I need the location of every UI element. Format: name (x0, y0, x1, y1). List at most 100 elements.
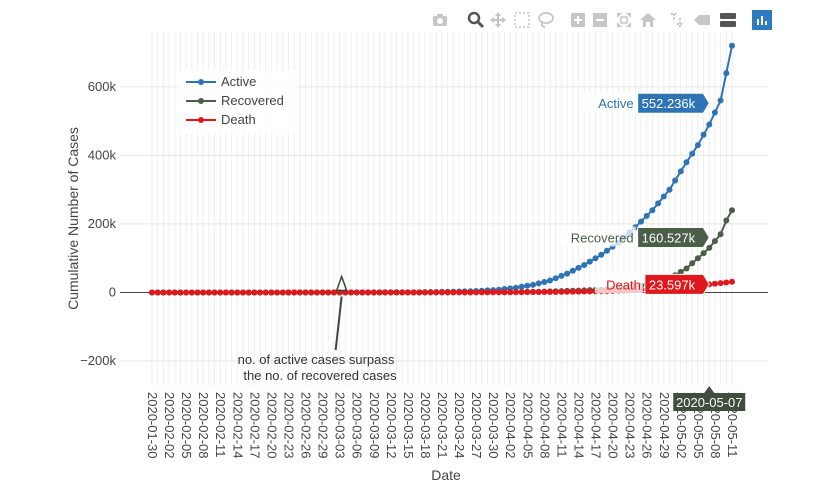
data-point (262, 289, 269, 296)
legend-marker (198, 79, 204, 85)
hover-label-active: 552.236k Active (580, 92, 710, 114)
data-point (677, 268, 684, 275)
data-point (689, 260, 696, 267)
data-point (331, 289, 337, 296)
legend-item-active[interactable]: Active (186, 74, 256, 89)
data-point (717, 280, 724, 287)
hover-name-bg (580, 92, 636, 113)
data-point (171, 289, 178, 296)
data-point (257, 289, 263, 296)
data-point (564, 270, 571, 277)
data-point (450, 289, 457, 296)
autoscale-icon[interactable] (614, 10, 634, 30)
data-point (524, 289, 531, 296)
data-point (564, 288, 571, 295)
x-tick-label: 2020-04-20 (606, 392, 621, 459)
data-point (530, 289, 536, 296)
data-point (711, 238, 718, 245)
hover-x-box (673, 386, 746, 411)
x-tick-label: 2020-02-14 (230, 392, 245, 459)
data-point (416, 289, 423, 296)
data-point (694, 142, 701, 149)
data-point (541, 279, 548, 285)
data-point (524, 282, 531, 289)
box-select-icon[interactable] (512, 10, 532, 30)
data-point (581, 262, 588, 268)
x-tick-label: 2020-04-11 (554, 392, 569, 458)
x-tick-label: 2020-03-15 (401, 392, 416, 459)
x-tick-label: 2020-02-11 (213, 392, 228, 458)
data-point (194, 289, 201, 296)
data-point (274, 289, 281, 296)
hover-label-recovered: 160.527k Recovered (557, 226, 710, 248)
data-point (456, 289, 463, 296)
data-point (729, 207, 735, 214)
hover-x-value: 2020-05-07 (676, 395, 743, 410)
reset-axes-icon[interactable] (638, 10, 658, 30)
data-point (279, 289, 286, 296)
x-tick-label: 2020-04-08 (537, 392, 552, 459)
data-point (399, 289, 406, 296)
legend-item-recovered[interactable]: Recovered (186, 93, 284, 108)
data-point (592, 255, 599, 262)
data-point (183, 289, 190, 296)
camera-icon[interactable] (430, 10, 450, 30)
data-point (359, 289, 366, 296)
hover-closest-icon[interactable] (692, 10, 712, 30)
data-point (717, 231, 724, 238)
data-point (467, 289, 474, 296)
data-point (325, 289, 332, 296)
data-point (490, 289, 497, 296)
data-point (729, 278, 735, 285)
data-point (285, 289, 292, 296)
legend-label: Recovered (221, 93, 284, 108)
legend-item-death[interactable]: Death (186, 112, 256, 127)
data-point (677, 168, 684, 175)
data-point (547, 277, 553, 284)
data-point (370, 289, 377, 296)
data-point (717, 97, 724, 104)
hover-value: 160.527k (642, 230, 696, 245)
data-point (598, 251, 605, 258)
data-point (547, 289, 553, 295)
data-point (160, 289, 167, 296)
data-point (234, 289, 241, 296)
data-point (240, 289, 246, 296)
data-point (188, 289, 195, 296)
x-tick-label: 2020-03-21 (435, 392, 450, 459)
data-point (291, 289, 298, 296)
legend-label: Active (221, 74, 256, 89)
pan-icon[interactable] (488, 10, 508, 30)
spike-lines-icon[interactable] (668, 10, 688, 30)
data-point (427, 289, 434, 296)
legend-label: Death (221, 112, 256, 127)
x-tick-label: 2020-03-27 (469, 392, 484, 459)
hover-compare-icon[interactable] (718, 10, 738, 30)
legend[interactable]: Active Recovered Death (178, 70, 298, 134)
data-point (723, 70, 730, 77)
data-point (228, 289, 235, 296)
data-point (404, 289, 411, 296)
x-tick-label: 2020-04-14 (571, 392, 586, 459)
data-point (387, 289, 394, 296)
hover-label-death: 23.597k Death (594, 273, 710, 295)
data-point (421, 289, 428, 296)
data-point (643, 212, 650, 219)
data-point (700, 131, 707, 138)
zoom-icon[interactable] (466, 10, 486, 30)
data-point (245, 289, 252, 296)
plotly-logo-icon[interactable] (752, 10, 772, 30)
y-tick-label: −200k (80, 353, 116, 368)
data-point (478, 289, 485, 296)
y-tick-label: 400k (88, 147, 117, 162)
data-point (586, 288, 593, 295)
data-point (268, 289, 275, 296)
x-axis: 2020-01-30 2020-02-02 2020-02-05 2020-02-08… (145, 392, 740, 459)
x-tick-label: 2020-02-20 (264, 392, 279, 459)
data-point (535, 280, 542, 287)
zoom-out-icon[interactable] (590, 10, 610, 30)
data-point (649, 207, 656, 214)
lasso-select-icon[interactable] (536, 10, 556, 30)
zoom-in-icon[interactable] (568, 10, 588, 30)
data-point (711, 109, 718, 116)
